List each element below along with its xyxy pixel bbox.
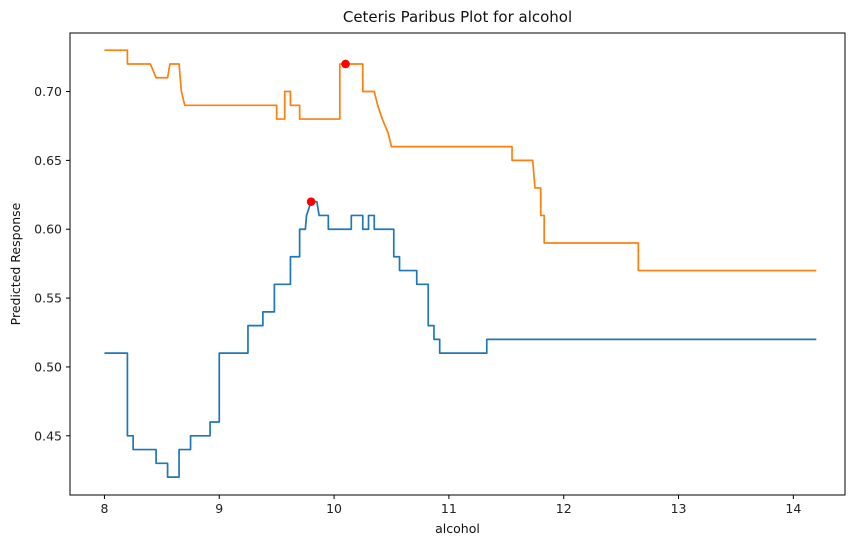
y-tick-label: 0.65 bbox=[34, 153, 62, 168]
y-tick-label: 0.70 bbox=[34, 84, 62, 99]
x-axis-label: alcohol bbox=[435, 521, 480, 536]
y-axis: 0.45 0.50 0.55 0.60 0.65 0.70 bbox=[34, 84, 70, 443]
series-line-1 bbox=[104, 49, 817, 272]
observation-point-2 bbox=[306, 197, 316, 206]
y-tick-label: 0.60 bbox=[34, 222, 62, 237]
x-tick-label: 14 bbox=[785, 501, 801, 516]
observation-point-1 bbox=[341, 59, 350, 69]
x-tick-label: 10 bbox=[326, 501, 342, 516]
x-tick-label: 12 bbox=[556, 501, 572, 516]
series-group bbox=[104, 49, 817, 478]
plot-frame bbox=[69, 32, 846, 496]
x-axis: 8 9 10 11 12 13 14 bbox=[100, 495, 801, 516]
x-tick-label: 8 bbox=[100, 501, 108, 516]
plot-area bbox=[69, 32, 846, 496]
x-tick-label: 9 bbox=[215, 501, 223, 516]
x-tick-label: 13 bbox=[671, 501, 687, 516]
x-tick-label: 11 bbox=[441, 501, 457, 516]
series-line-2 bbox=[104, 200, 817, 478]
y-axis-label: Predicted Response bbox=[8, 202, 23, 325]
marker-group bbox=[306, 59, 350, 206]
y-tick-label: 0.45 bbox=[34, 428, 62, 443]
y-tick-label: 0.50 bbox=[34, 359, 62, 374]
chart-title: Ceteris Paribus Plot for alcohol bbox=[343, 8, 572, 26]
y-tick-label: 0.55 bbox=[34, 291, 62, 306]
